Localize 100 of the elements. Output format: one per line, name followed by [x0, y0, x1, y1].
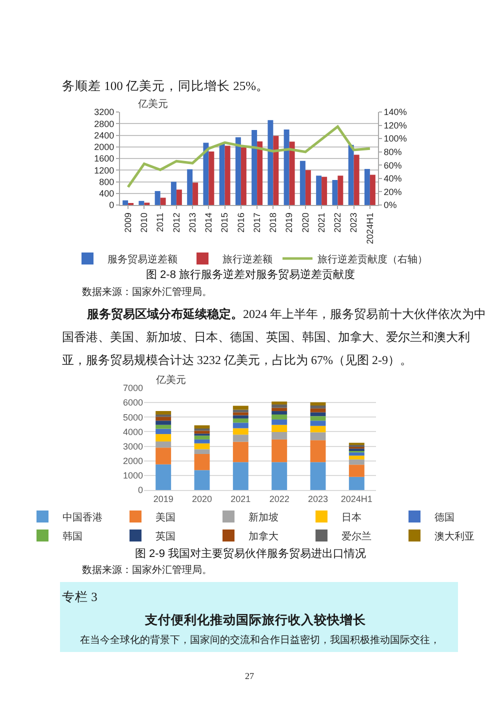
line-series: [126, 125, 372, 188]
bar: [156, 416, 172, 421]
bar: [284, 129, 290, 205]
bar: [232, 422, 248, 428]
bar: [310, 405, 326, 408]
text: 图 2-8 旅行服务逆差对服务贸易逆差贡献度: [146, 268, 356, 281]
bar: [235, 137, 241, 205]
bar: [272, 462, 288, 490]
bar: [252, 130, 258, 205]
bar: [305, 170, 311, 205]
bar: [310, 432, 326, 440]
y-tick-label: 7000: [122, 383, 143, 394]
bar: [316, 176, 322, 205]
bar: [364, 168, 370, 205]
bar: [310, 440, 326, 462]
y2-tick-label: 120%: [384, 120, 407, 130]
bar: [194, 449, 210, 454]
y-tick-label: 400: [99, 188, 114, 199]
bar: [332, 180, 338, 205]
x-tick-label: 2017: [252, 212, 262, 233]
bar: [268, 120, 274, 205]
x-tick-label: 2019: [284, 212, 294, 233]
bar: [176, 190, 182, 205]
bar: [272, 439, 288, 462]
text: 在当今全球化的背景下，国家间的交流和合作日益密切，我国积极推动国际交往，: [80, 634, 440, 646]
bar: [232, 412, 248, 416]
y-tick-label: 1000: [122, 470, 143, 481]
bar: [272, 414, 288, 420]
y-tick-label: 1200: [94, 165, 114, 176]
bar: [310, 426, 326, 432]
y-tick-label: 2000: [94, 142, 114, 152]
x-tick-label: 2022: [269, 494, 290, 504]
x-tick-label: 2013: [187, 212, 198, 233]
bar: [170, 182, 176, 205]
bar: [348, 452, 364, 456]
bar: [348, 476, 364, 490]
bar: [273, 136, 279, 205]
legend-label: 澳大利亚: [434, 530, 474, 542]
legend-label: 日本: [342, 511, 362, 524]
bar: [156, 424, 172, 429]
bar: [348, 464, 364, 477]
x-tick-label: 2024H1: [364, 212, 375, 244]
legend-label: 英国: [156, 530, 176, 542]
y-axis-title: 亿美元: [137, 98, 168, 110]
bar: [300, 160, 306, 205]
text: 图 2-9 我国对主要贸易伙伴服务贸易进出口情况: [135, 547, 366, 560]
bar: [310, 462, 326, 490]
x-tick-label: 2020: [192, 494, 212, 504]
bar: [194, 430, 210, 434]
bar: [208, 152, 214, 205]
bar: [272, 424, 288, 432]
y2-tick-label: 0%: [384, 200, 397, 210]
bar: [232, 442, 248, 462]
y2-tick-label: 40%: [384, 174, 402, 184]
text: 支付便利化推动国际旅行收入较快增长: [144, 612, 367, 627]
y-tick-label: 0: [138, 485, 143, 496]
x-tick-label: 2010: [139, 212, 150, 233]
bar: [154, 191, 160, 205]
y-tick-label: 800: [99, 176, 114, 187]
y-tick-label: 0: [109, 200, 114, 210]
legend-label: 爱尔兰: [342, 530, 372, 542]
bar: [232, 410, 248, 412]
x-tick-label: 2019: [153, 494, 174, 504]
y2-tick-label: 60%: [384, 160, 402, 170]
x-tick-label: 2015: [220, 212, 230, 233]
source-note: 数据来源：国家外汇管理局。: [82, 286, 212, 298]
bar: [194, 436, 210, 440]
legend-label: 中国香港: [62, 511, 102, 524]
bar: [138, 200, 144, 205]
text: 27: [245, 671, 254, 681]
bar: [370, 174, 376, 205]
bar: [232, 428, 248, 435]
x-tick-label: 2022: [332, 212, 343, 233]
bar: [272, 432, 288, 440]
bar: [156, 434, 172, 442]
bar: [272, 402, 288, 404]
y-tick-label: 5000: [122, 412, 143, 422]
bar: [224, 146, 230, 205]
bar: [322, 176, 328, 205]
y-tick-label: 3000: [122, 441, 143, 452]
bar: [232, 462, 248, 490]
bar: [272, 404, 288, 408]
y-tick-label: 4000: [122, 426, 143, 437]
bar: [203, 142, 209, 205]
bar: [122, 200, 128, 205]
x-tick-label: 2018: [268, 212, 278, 233]
bar: [194, 443, 210, 450]
bar: [192, 182, 198, 205]
x-tick-label: 2021: [316, 212, 326, 233]
bar: [232, 418, 248, 423]
x-tick-label: 2012: [171, 212, 182, 233]
x-tick-label: 2023: [308, 494, 328, 504]
bar: [160, 198, 166, 205]
bar: [310, 416, 326, 421]
bar: [354, 154, 360, 205]
bar: [156, 464, 172, 490]
bar: [310, 420, 326, 426]
bar: [194, 454, 210, 470]
bar: [232, 415, 248, 418]
x-tick-label: 2024H1: [340, 494, 372, 504]
